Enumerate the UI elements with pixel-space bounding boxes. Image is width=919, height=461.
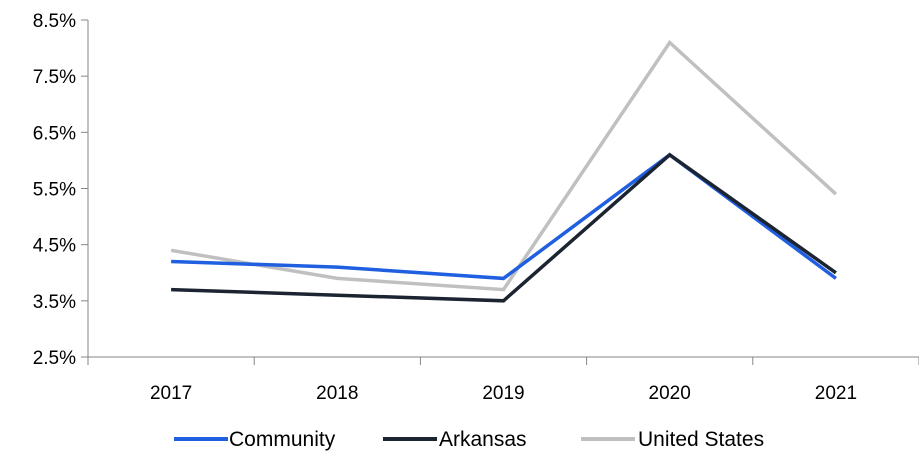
series-line-arkansas: [171, 152, 837, 303]
y-tick-label: 6.5%: [33, 123, 76, 144]
x-tick-label: 2020: [649, 383, 691, 404]
series-line-united-states: [170, 39, 838, 292]
x-tick-label: 2021: [815, 383, 857, 404]
series-line-community: [171, 152, 837, 281]
legend-label-community: Community: [229, 428, 336, 451]
legend-label-arkansas: Arkansas: [439, 428, 527, 451]
y-tick-label: 7.5%: [33, 67, 76, 88]
y-tick-label: 5.5%: [33, 180, 76, 201]
legend: Community Arkansas United States: [174, 428, 764, 451]
legend-label-united-states: United States: [638, 428, 764, 451]
y-tick-labels: 2.5% 3.5% 4.5% 5.5% 6.5% 7.5% 8.5%: [33, 11, 76, 369]
y-tick-label: 4.5%: [33, 236, 76, 257]
y-tick-label: 2.5%: [33, 348, 76, 369]
y-tick-label: 8.5%: [33, 11, 76, 32]
x-tick-label: 2019: [482, 383, 524, 404]
series-lines: [170, 39, 838, 303]
y-tick-label: 3.5%: [33, 292, 76, 313]
x-tick-label: 2018: [316, 383, 358, 404]
chart-axes: [81, 19, 919, 365]
x-tick-label: 2017: [150, 383, 192, 404]
x-tick-labels: 2017 2018 2019 2020 2021: [150, 383, 857, 404]
